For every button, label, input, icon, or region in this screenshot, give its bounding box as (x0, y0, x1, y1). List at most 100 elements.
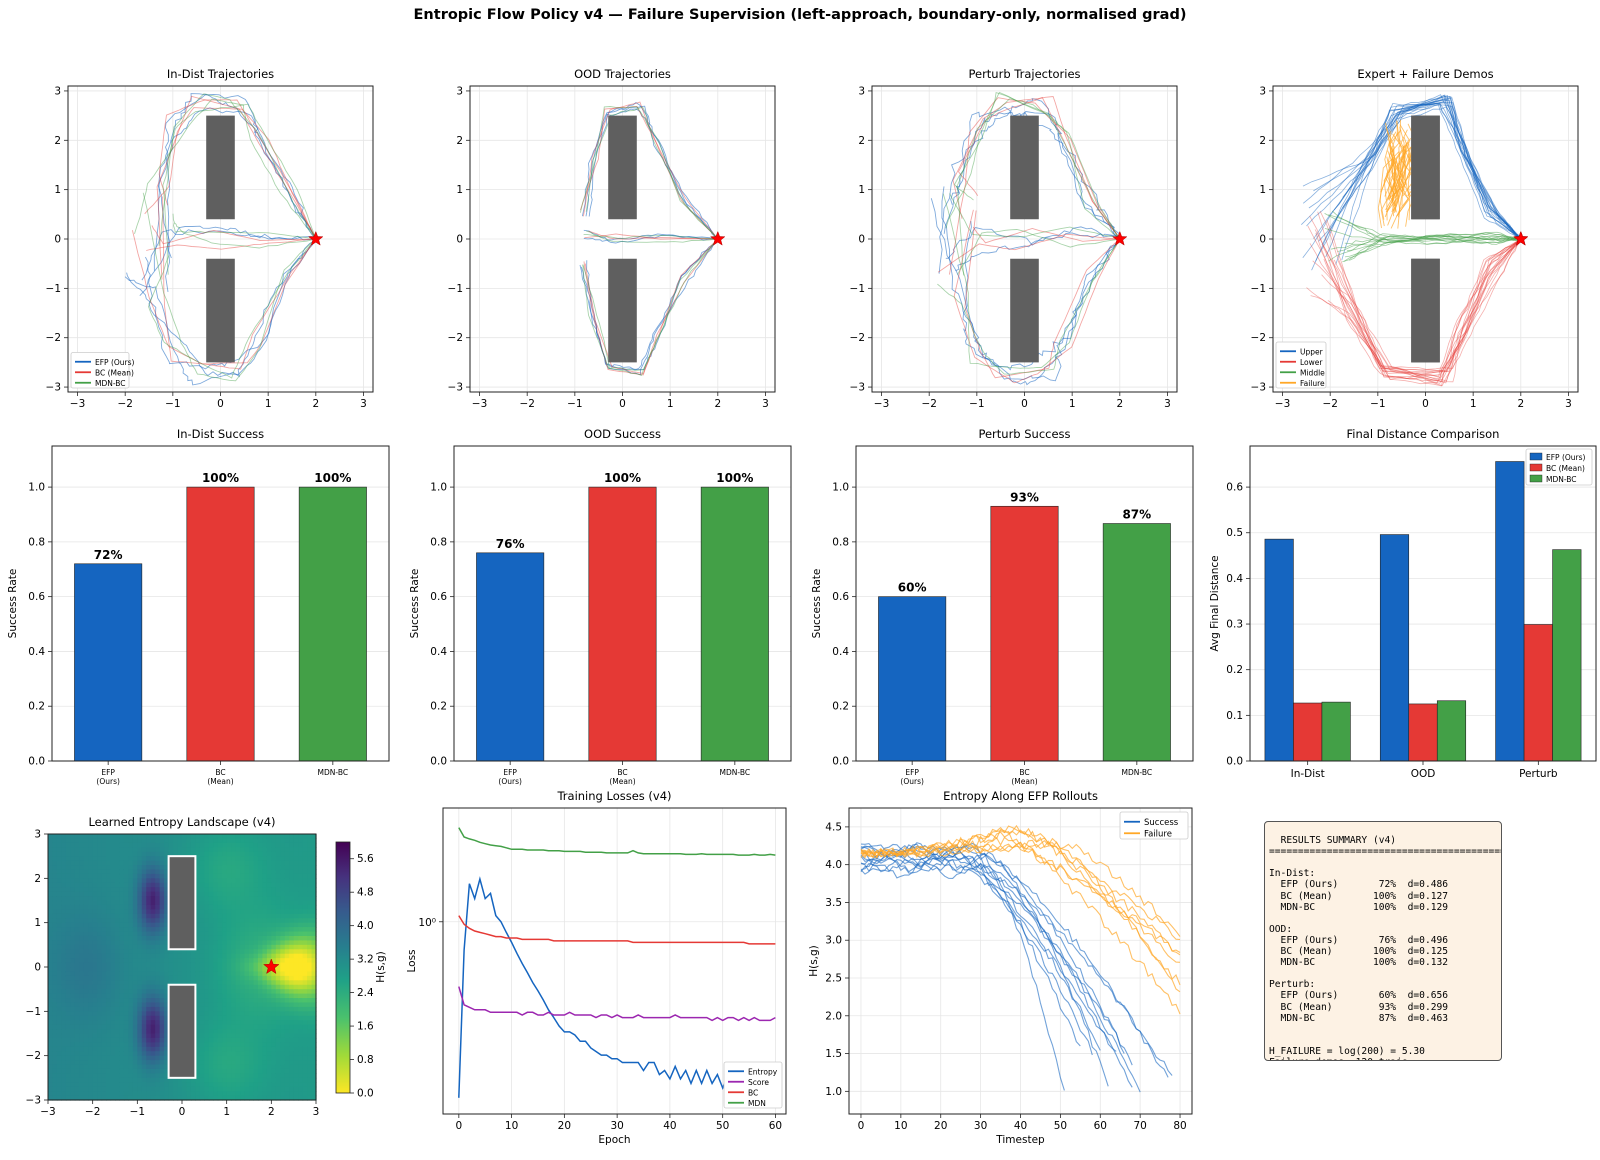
heatmap-cell (244, 869, 250, 875)
heatmap-cell (123, 834, 129, 840)
heatmap-cell (275, 1073, 281, 1079)
heatmap-cell (217, 909, 223, 915)
heatmap-cell (48, 1064, 54, 1070)
heatmap-cell (61, 967, 67, 973)
heatmap-cell (244, 851, 250, 857)
heatmap-cell (97, 865, 103, 871)
entropy-rollouts-ylabel: H(s,g) (808, 945, 820, 977)
heatmap-cell (52, 1060, 58, 1066)
heatmap-cell (146, 971, 152, 977)
heatmap-cell (199, 1033, 205, 1039)
heatmap-cell (155, 998, 161, 1004)
heatmap-cell (83, 980, 89, 986)
heatmap-cell (92, 1006, 98, 1012)
success-curve (860, 844, 1109, 1087)
heatmap-cell (280, 944, 286, 950)
final-distance-bar (1495, 461, 1525, 762)
heatmap-cell (65, 1095, 71, 1101)
heatmap-cell (79, 1073, 85, 1079)
heatmap-cell (132, 1011, 138, 1017)
heatmap-cell (311, 896, 317, 902)
heatmap-cell (79, 949, 85, 955)
heatmap-cell (311, 1068, 317, 1074)
heatmap-cell (88, 834, 94, 840)
heatmap-cell (307, 887, 313, 893)
heatmap-cell (164, 896, 170, 902)
heatmap-cell (48, 935, 54, 941)
heatmap-cell (244, 975, 250, 981)
heatmap-cell (61, 1015, 67, 1021)
heatmap-cell (240, 882, 246, 888)
heatmap-cell (217, 1002, 223, 1008)
heatmap-cell (150, 1042, 156, 1048)
heatmap-cell (106, 958, 112, 964)
heatmap-cell (253, 971, 259, 977)
heatmap-cell (123, 900, 129, 906)
heatmap-cell (217, 1006, 223, 1012)
heatmap-cell (280, 856, 286, 862)
heatmap-cell (311, 918, 317, 924)
heatmap-cell (83, 1086, 89, 1092)
heatmap-cell (284, 1082, 290, 1088)
heatmap-cell (110, 1082, 116, 1088)
heatmap-cell (137, 962, 143, 968)
heatmap-cell (289, 1046, 295, 1052)
heatmap-cell (92, 1046, 98, 1052)
heatmap-cell (83, 1029, 89, 1035)
heatmap-cell (235, 971, 241, 977)
heatmap-cell (266, 1015, 272, 1021)
heatmap-cell (141, 940, 147, 946)
heatmap-cell (115, 878, 121, 884)
heatmap-cell (70, 962, 76, 968)
heatmap-cell (97, 1033, 103, 1039)
heatmap-cell (240, 834, 246, 840)
heatmap-cell (155, 847, 161, 853)
training-losses-xtick-label: 40 (663, 1120, 676, 1132)
heatmap-cell (92, 1073, 98, 1079)
heatmap-cell (311, 931, 317, 937)
heatmap-cell (106, 1020, 112, 1026)
heatmap-cell (150, 1002, 156, 1008)
heatmap-cell (289, 1024, 295, 1030)
final-distance-ylabel: Avg Final Distance (1209, 555, 1221, 651)
heatmap-cell (150, 922, 156, 928)
heatmap-cell (199, 1002, 205, 1008)
heatmap-cell (275, 980, 281, 986)
heatmap-cell (56, 856, 62, 862)
heatmap-cell (115, 869, 121, 875)
heatmap-cell (141, 909, 147, 915)
heatmap-cell (110, 1051, 116, 1057)
lower-demo (1322, 238, 1522, 381)
heatmap-cell (137, 967, 143, 973)
heatmap-cell (48, 1086, 54, 1092)
demos-xtick-label: 0 (1422, 398, 1429, 410)
heatmap-cell (97, 1073, 103, 1079)
heatmap-cell (92, 1091, 98, 1097)
heatmap-cell (226, 935, 232, 941)
heatmap-cell (284, 904, 290, 910)
heatmap-cell (289, 1064, 295, 1070)
heatmap-cell (249, 998, 255, 1004)
heatmap-cell (257, 931, 263, 937)
heatmap-cell (88, 851, 94, 857)
heatmap-cell (56, 1046, 62, 1052)
heatmap-cell (195, 953, 201, 959)
heatmap-cell (155, 1024, 161, 1030)
heatmap-cell (65, 1073, 71, 1079)
heatmap-cell (61, 1060, 67, 1066)
heatmap-cell (182, 838, 188, 844)
heatmap-cell (208, 1060, 214, 1066)
heatmap-cell (226, 851, 232, 857)
heatmap-cell (280, 1073, 286, 1079)
heatmap-cell (92, 838, 98, 844)
heatmap-cell (56, 967, 62, 973)
heatmap-cell (159, 984, 165, 990)
heatmap-cell (199, 1095, 205, 1101)
heatmap-cell (231, 847, 237, 853)
heatmap-cell (119, 851, 125, 857)
heatmap-cell (92, 834, 98, 840)
heatmap-cell (52, 1086, 58, 1092)
heatmap-cell (110, 962, 116, 968)
heatmap-cell (123, 1073, 129, 1079)
entropy-landscape-ytick-label: −1 (26, 1006, 41, 1018)
